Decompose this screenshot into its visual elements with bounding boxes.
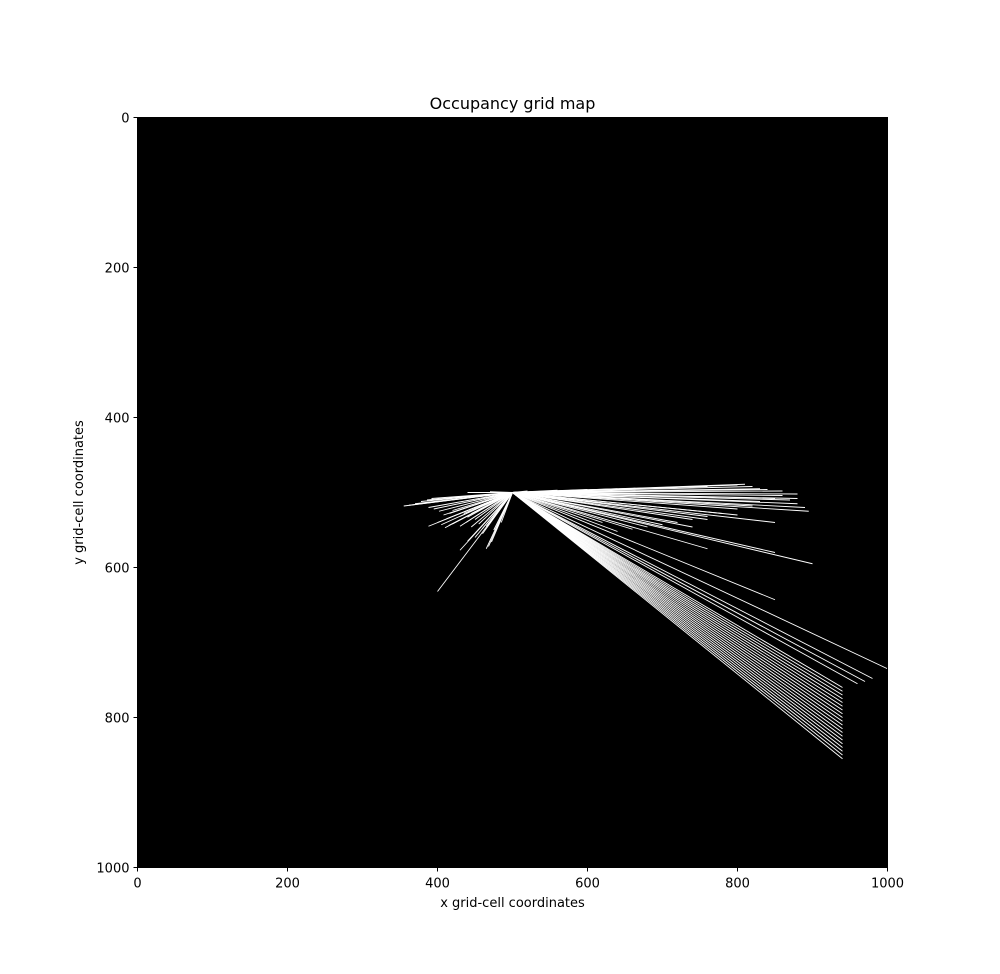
free-space-ray bbox=[512, 492, 843, 737]
x-tick-label: 1000 bbox=[871, 877, 904, 892]
x-tick-label: 400 bbox=[425, 877, 450, 892]
y-tick-label: 0 bbox=[121, 112, 129, 127]
free-space-ray bbox=[512, 492, 843, 700]
free-space-ray bbox=[452, 492, 513, 525]
x-tick-label: 600 bbox=[575, 877, 600, 892]
free-space-ray bbox=[512, 492, 708, 520]
free-space-ray bbox=[512, 492, 776, 601]
y-tick-label: 800 bbox=[105, 712, 130, 727]
free-space-ray bbox=[512, 492, 776, 523]
free-space-ray bbox=[491, 492, 513, 543]
free-space-ray bbox=[474, 492, 513, 538]
y-axis-label: y grid-cell coordinates bbox=[72, 420, 87, 565]
free-space-ray bbox=[512, 492, 843, 756]
free-space-ray bbox=[512, 492, 843, 760]
free-space-ray bbox=[512, 492, 843, 688]
free-space-ray bbox=[512, 492, 843, 707]
free-space-ray bbox=[489, 491, 513, 493]
free-space-ray bbox=[512, 492, 843, 730]
free-space-ray bbox=[512, 492, 843, 722]
free-space-ray bbox=[512, 492, 603, 523]
y-tick-label: 400 bbox=[105, 412, 130, 427]
free-space-ray bbox=[512, 492, 888, 670]
free-space-ray bbox=[512, 492, 693, 528]
free-space-ray bbox=[512, 492, 708, 550]
free-space-ray bbox=[512, 492, 843, 718]
plot-frame bbox=[137, 117, 888, 868]
free-space-ray bbox=[512, 490, 783, 493]
free-space-ray bbox=[474, 492, 513, 520]
y-tick-label: 600 bbox=[105, 562, 130, 577]
free-space-ray bbox=[512, 492, 753, 507]
free-space-ray bbox=[467, 492, 513, 542]
free-space-ray bbox=[512, 492, 738, 516]
x-tick-label: 800 bbox=[725, 877, 750, 892]
free-space-ray bbox=[512, 492, 858, 685]
free-space-ray bbox=[512, 492, 813, 565]
free-space-ray bbox=[512, 492, 843, 733]
x-axis-label: x grid-cell coordinates bbox=[440, 896, 585, 911]
free-space-ray bbox=[512, 492, 843, 703]
x-axis-ticks: 0 200 400 600 800 1000 bbox=[133, 867, 904, 892]
x-tick-label: 0 bbox=[133, 877, 141, 892]
free-space-ray bbox=[437, 492, 513, 523]
free-space-ray bbox=[512, 492, 843, 711]
free-space-ray bbox=[512, 492, 843, 748]
free-space-ray bbox=[433, 492, 513, 510]
free-space-ray bbox=[512, 492, 618, 532]
free-space-ray bbox=[478, 492, 513, 525]
chart-title: Occupancy grid map bbox=[430, 94, 596, 113]
free-space-ray bbox=[512, 492, 843, 745]
free-space-ray bbox=[512, 492, 866, 682]
free-space-ray bbox=[512, 492, 843, 692]
free-space-ray bbox=[452, 492, 513, 511]
free-space-ray bbox=[437, 492, 513, 592]
free-space-ray bbox=[512, 492, 783, 496]
free-space-ray bbox=[512, 492, 843, 726]
y-axis-ticks: 0 200 400 600 800 1000 bbox=[96, 112, 138, 877]
free-space-ray bbox=[441, 492, 513, 526]
free-space-ray bbox=[512, 492, 843, 752]
free-space-ray bbox=[512, 492, 761, 502]
free-space-ray bbox=[470, 492, 513, 528]
free-space-ray bbox=[512, 492, 738, 510]
x-tick-label: 200 bbox=[275, 877, 300, 892]
free-space-ray bbox=[512, 492, 843, 715]
free-space-rays bbox=[403, 483, 888, 760]
y-tick-label: 1000 bbox=[96, 862, 129, 877]
free-space-ray bbox=[438, 492, 513, 512]
free-space-ray bbox=[512, 492, 873, 679]
free-space-ray bbox=[512, 492, 843, 696]
free-space-ray bbox=[512, 492, 843, 741]
free-space-ray bbox=[512, 492, 776, 499]
y-tick-label: 200 bbox=[105, 262, 130, 277]
free-space-ray bbox=[465, 492, 513, 523]
free-space-ray bbox=[431, 492, 513, 499]
